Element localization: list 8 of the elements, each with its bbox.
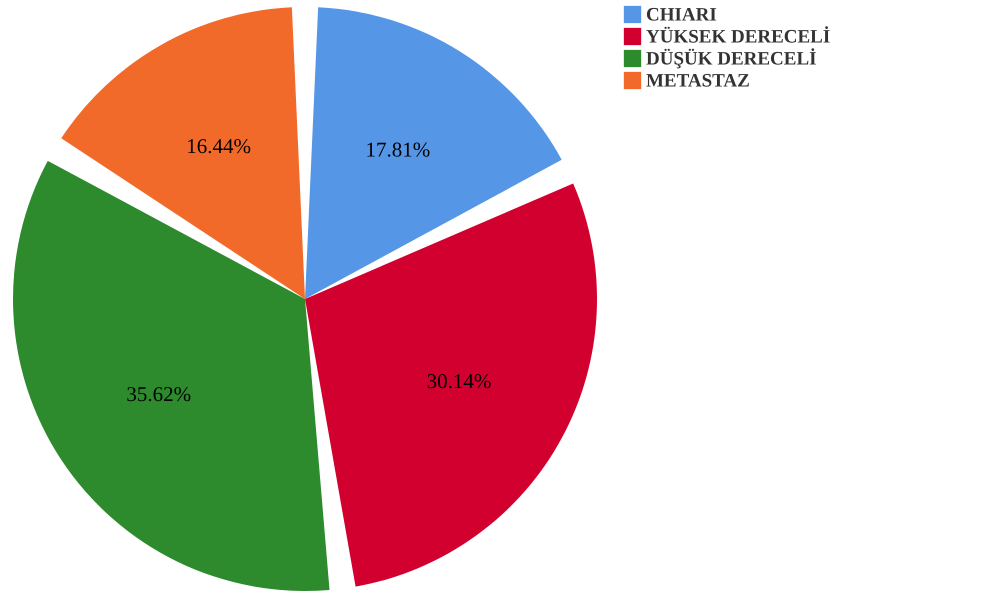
data-label: 30.14% (426, 369, 492, 394)
legend-label: DÜŞÜK DERECELİ (646, 48, 817, 70)
legend-label: METASTAZ (646, 70, 750, 92)
data-label: 17.81% (366, 138, 430, 162)
data-label: 35.62% (126, 382, 192, 406)
data-label: 16.44% (186, 134, 251, 158)
legend-label: CHIARI (646, 4, 717, 26)
legend-label: YÜKSEK DERECELİ (646, 26, 830, 48)
